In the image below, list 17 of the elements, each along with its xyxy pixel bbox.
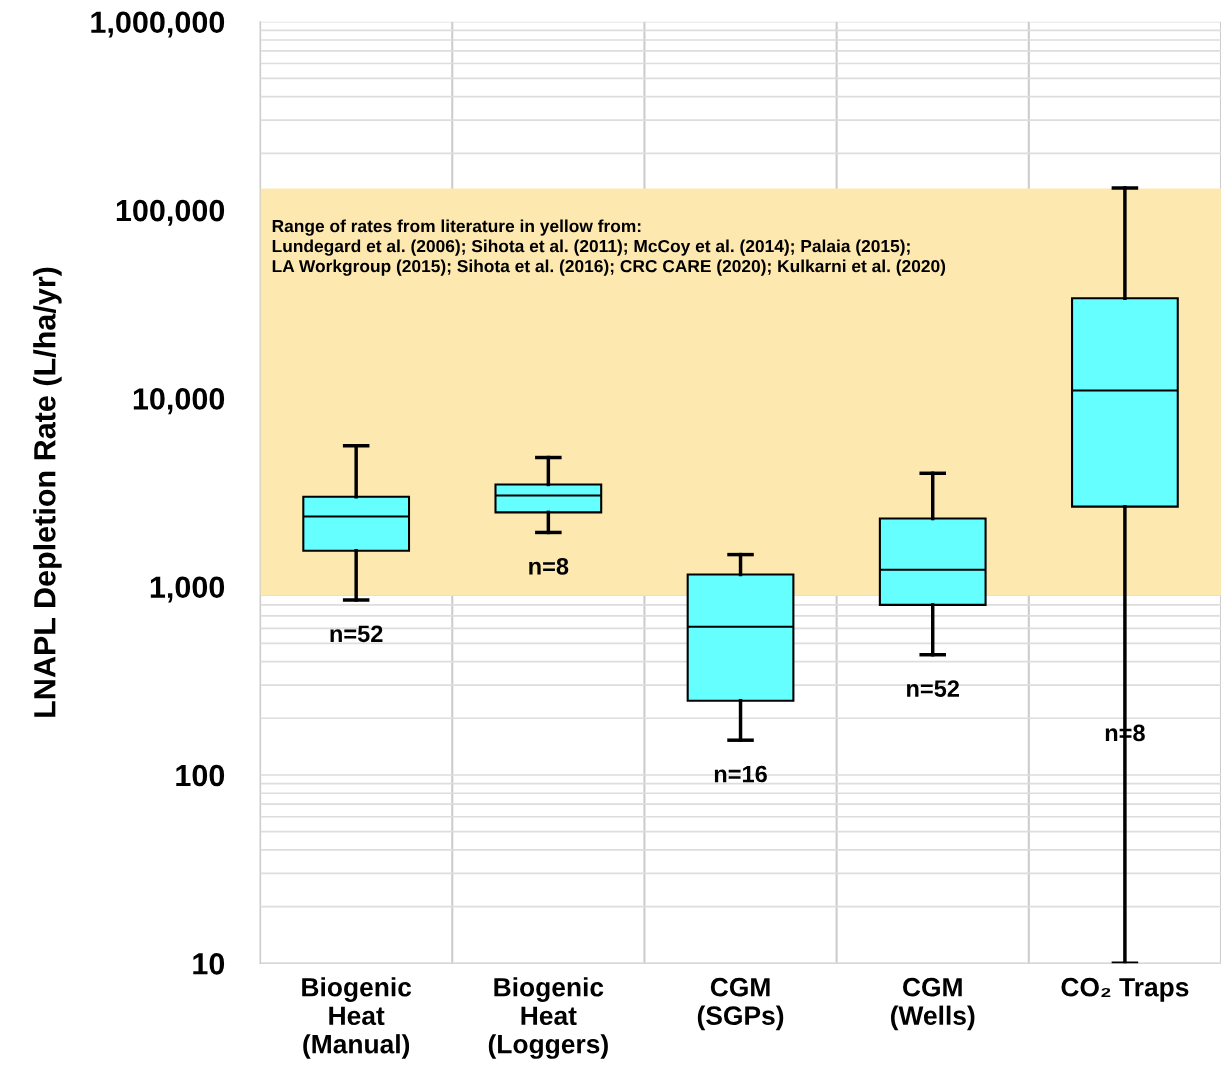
annotation: n=52 — [330, 625, 383, 643]
y-tick-label: 10,000 — [133, 388, 225, 415]
annotation: n=8 — [529, 557, 569, 575]
y-tick-label: 1,000 — [150, 576, 225, 603]
x-tick-label: CGM (SGPs) — [697, 977, 784, 1031]
x-tick-label: Biogenic Heat (Loggers) — [488, 977, 608, 1059]
y-tick-label: 100 — [176, 764, 225, 787]
x-tick-label: Biogenic Heat (Manual) — [302, 977, 412, 1059]
y-tick-label: 10 — [193, 953, 225, 975]
x-tick-label: CGM (Wells) — [891, 977, 975, 1031]
x-tick-label: CO₂ Traps — [1061, 977, 1189, 1002]
annotation: n=52 — [907, 680, 960, 697]
y-axis-title: LNAPL Depletion Rate (L/ha/yr) — [33, 267, 62, 717]
annotation: Range of rates from literature in yellow from: Lundegard et al. (2006); Sihota et al. (2011); McCoy et al. (2014); Palaia (2015); LA Workgroup (2015); Sihota et al. (2016); CRC CARE (2020); Kulkarni et al. (2020) — [272, 219, 946, 276]
y-tick-label: 1,000,000 — [91, 11, 225, 38]
annotation: n=16 — [714, 765, 767, 783]
y-tick-label: 100,000 — [116, 199, 225, 226]
